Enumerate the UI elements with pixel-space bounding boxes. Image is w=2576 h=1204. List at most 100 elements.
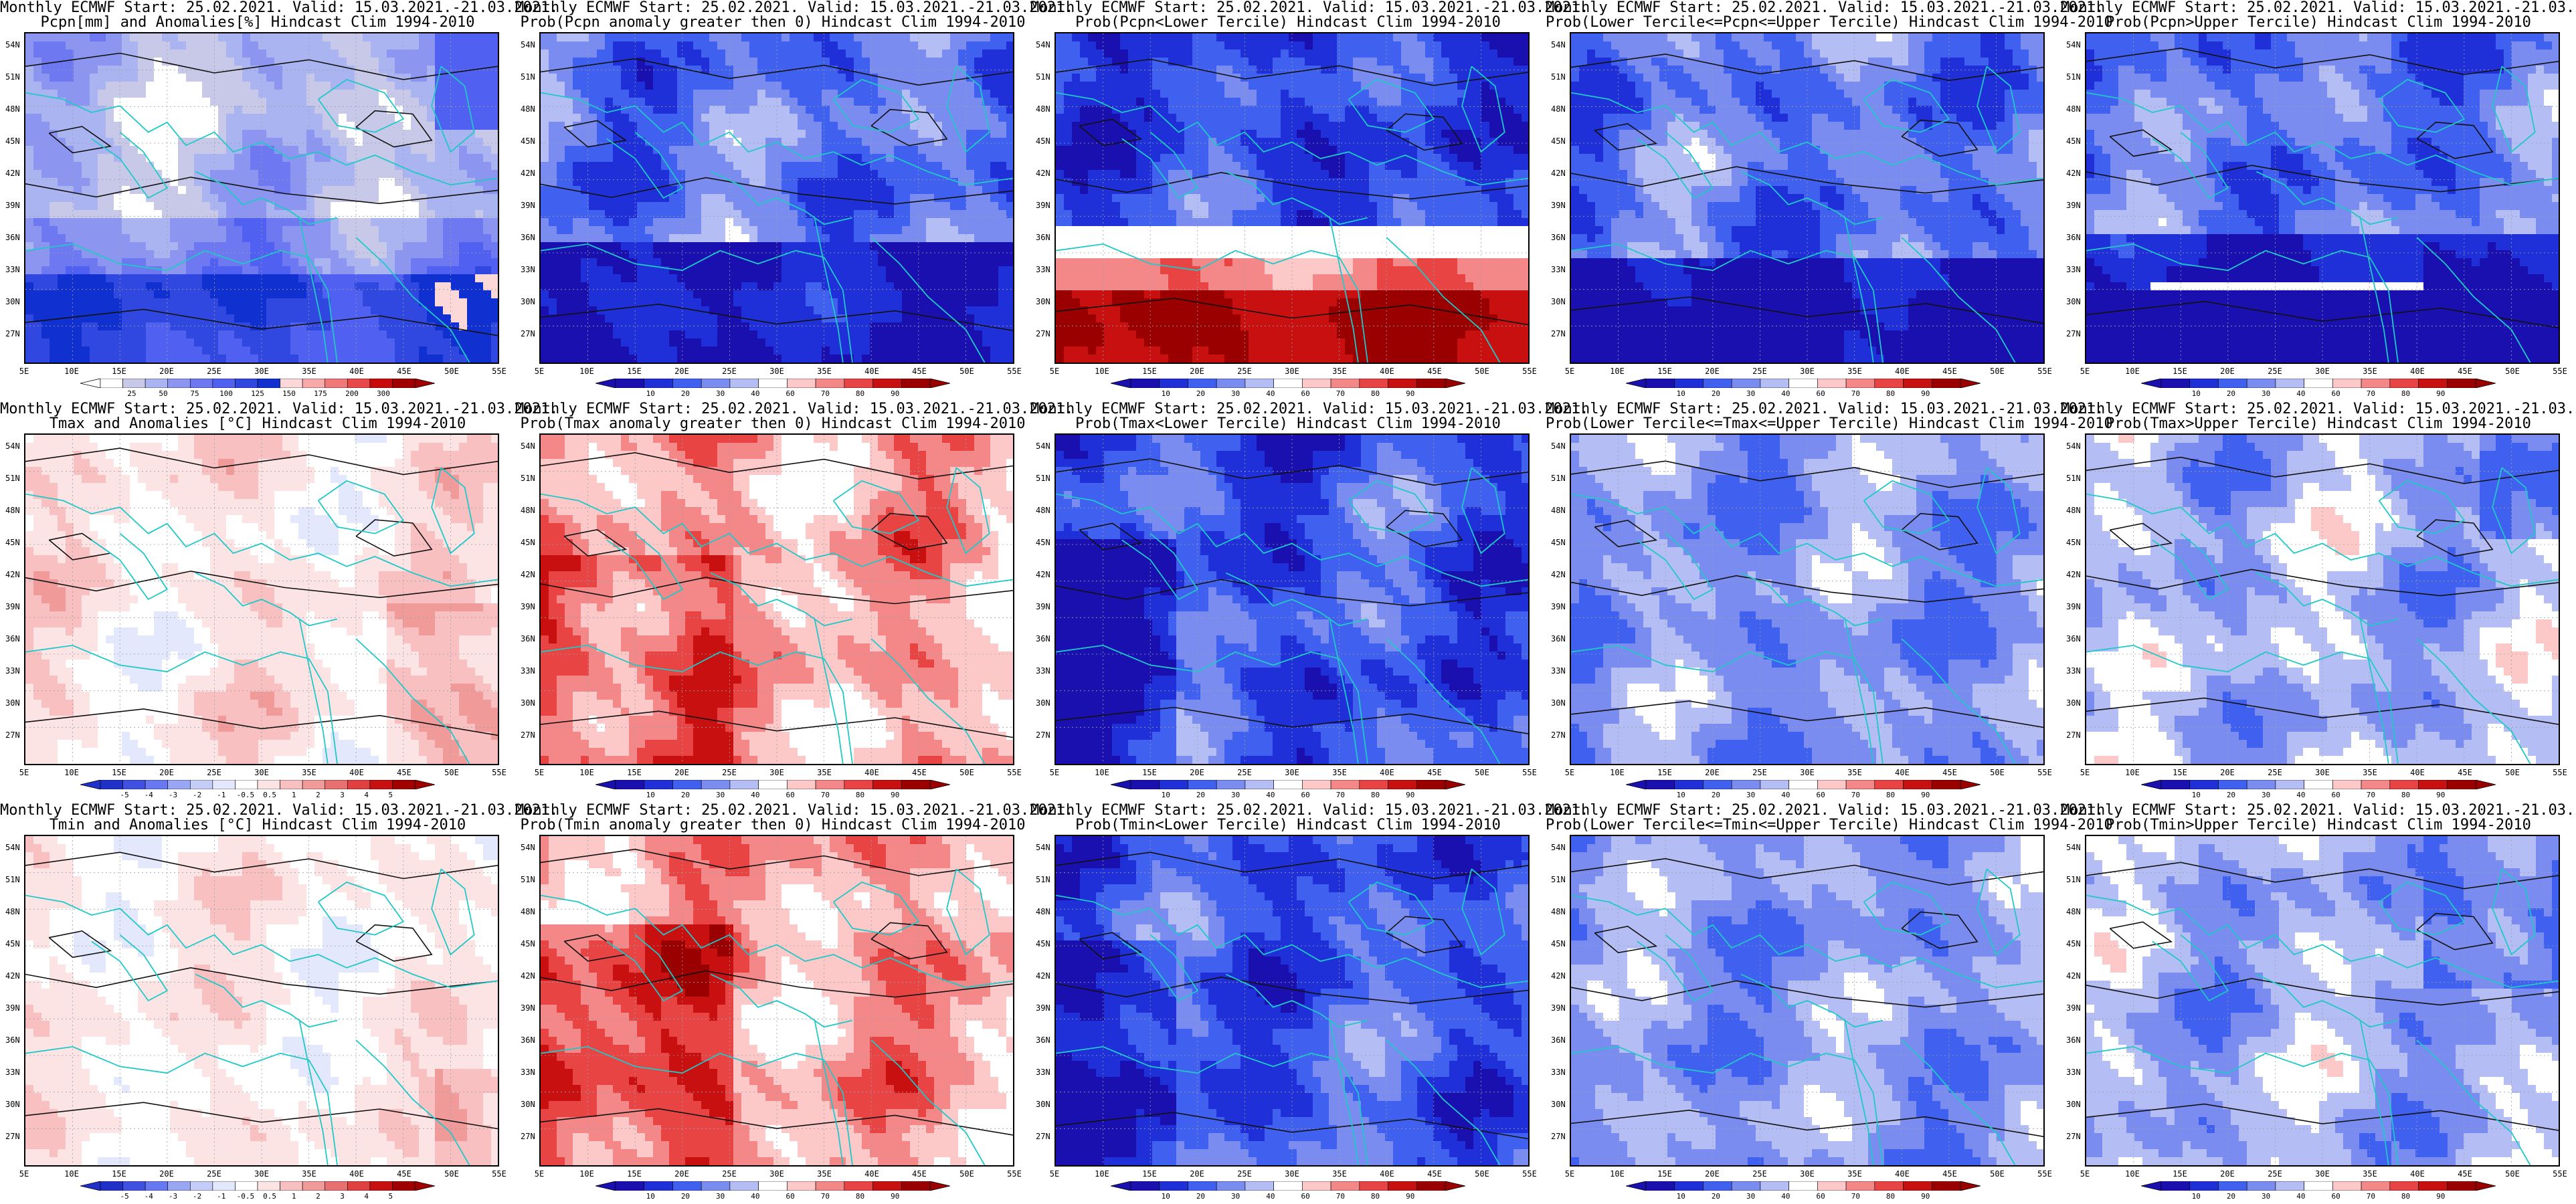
lat-tick-label: 27N bbox=[1036, 730, 1050, 740]
lat-tick-label: 33N bbox=[521, 1068, 535, 1077]
lon-tick-label: 40E bbox=[1380, 768, 1394, 777]
lat-tick-label: 54N bbox=[2066, 843, 2081, 852]
colorbar-label: 70 bbox=[1851, 389, 1860, 398]
lon-tick-label: 55E bbox=[492, 768, 507, 777]
panel-title-line1: Monthly ECMWF Start: 25.02.2021. Valid: … bbox=[0, 0, 558, 15]
colorbar-label: 80 bbox=[1886, 1192, 1895, 1201]
lat-tick-label: 39N bbox=[521, 201, 535, 210]
lat-tick-label: 45N bbox=[2066, 136, 2081, 146]
lat-tick-label: 48N bbox=[1036, 104, 1050, 114]
lat-tick-label: 36N bbox=[521, 634, 535, 643]
lon-tick-label: 40E bbox=[1895, 367, 1910, 376]
lon-tick-label: 50E bbox=[2505, 367, 2520, 376]
lon-tick-label: 55E bbox=[1007, 768, 1022, 777]
lat-tick-label: 42N bbox=[2066, 971, 2081, 981]
lon-tick-label: 55E bbox=[1007, 1169, 1022, 1179]
map-field bbox=[2086, 836, 2559, 1165]
lat-tick-label: 42N bbox=[1551, 570, 1566, 579]
lon-tick-label: 50E bbox=[2505, 1169, 2520, 1179]
lat-tick-label: 33N bbox=[521, 265, 535, 274]
map-field bbox=[1571, 435, 2043, 764]
colorbar-label: 0.5 bbox=[263, 791, 276, 799]
map-panel-p2: Monthly ECMWF Start: 25.02.2021. Valid: … bbox=[515, 0, 1073, 401]
colorbar-swatches bbox=[1111, 379, 1465, 388]
lat-tick-label: 48N bbox=[2066, 104, 2081, 114]
lon-tick-label: 35E bbox=[1847, 367, 1862, 376]
colorbar-label: 40 bbox=[2296, 791, 2305, 799]
map-panel-p6: Monthly ECMWF Start: 25.02.2021. Valid: … bbox=[0, 401, 558, 803]
lon-tick-label: 20E bbox=[1190, 768, 1204, 777]
lon-tick-label: 30E bbox=[254, 367, 269, 376]
colorbar-label: 50 bbox=[159, 389, 167, 398]
lat-tick-label: 27N bbox=[521, 329, 535, 338]
lat-tick-label: 42N bbox=[1036, 570, 1050, 579]
lon-tick-label: 30E bbox=[1800, 768, 1815, 777]
colorbar-label: 80 bbox=[856, 389, 864, 398]
colorbar-label: 10 bbox=[1162, 389, 1170, 398]
lat-tick-label: 30N bbox=[5, 1100, 20, 1109]
colorbar-label: -5 bbox=[120, 1192, 129, 1201]
lon-tick-label: 35E bbox=[817, 768, 832, 777]
colorbar-label: 30 bbox=[716, 389, 725, 398]
colorbar bbox=[80, 379, 435, 388]
colorbar-label: -1 bbox=[217, 1192, 225, 1201]
lat-tick-label: 45N bbox=[5, 136, 20, 146]
panel-title-line2: Prob(Pcpn anomaly greater then 0) Hindca… bbox=[515, 15, 1030, 30]
lat-tick-label: 33N bbox=[2066, 265, 2081, 274]
map-plot bbox=[1570, 835, 2045, 1167]
lon-tick-label: 10E bbox=[579, 768, 594, 777]
lon-tick-label: 45E bbox=[397, 768, 411, 777]
lon-tick-label: 10E bbox=[1095, 768, 1109, 777]
colorbar-swatches bbox=[1111, 1181, 1465, 1191]
colorbar-label: 5 bbox=[389, 1192, 393, 1201]
colorbar-label: 90 bbox=[1406, 791, 1414, 799]
lat-tick-label: 33N bbox=[5, 1068, 20, 1077]
lon-tick-label: 5E bbox=[2080, 768, 2090, 777]
lat-tick-label: 36N bbox=[1036, 634, 1050, 643]
colorbar-label: 20 bbox=[681, 791, 690, 799]
lon-tick-label: 45E bbox=[1427, 1169, 1442, 1179]
colorbar-label: 40 bbox=[2296, 1192, 2305, 1201]
lon-tick-label: 45E bbox=[1942, 768, 1957, 777]
map-plot bbox=[2085, 433, 2560, 765]
colorbar-swatches bbox=[1111, 780, 1465, 789]
lat-tick-label: 42N bbox=[1036, 971, 1050, 981]
lat-tick-label: 30N bbox=[521, 1100, 535, 1109]
lon-tick-label: 35E bbox=[2363, 367, 2377, 376]
lat-tick-label: 42N bbox=[521, 570, 535, 579]
lat-tick-label: 51N bbox=[1036, 72, 1050, 82]
lat-tick-label: 54N bbox=[1551, 843, 1566, 852]
map-panel-p3: Monthly ECMWF Start: 25.02.2021. Valid: … bbox=[1030, 0, 1588, 401]
lat-tick-label: 33N bbox=[5, 666, 20, 676]
map-plot bbox=[24, 835, 499, 1167]
colorbar-label: 90 bbox=[1406, 389, 1414, 398]
lat-tick-label: 42N bbox=[1551, 971, 1566, 981]
colorbar-label: 80 bbox=[856, 1192, 864, 1201]
colorbar-label: 90 bbox=[2436, 389, 2445, 398]
lon-tick-label: 30E bbox=[1800, 367, 1815, 376]
colorbar-label: 20 bbox=[681, 1192, 690, 1201]
colorbar-label: 4 bbox=[364, 791, 369, 799]
colorbar bbox=[1626, 379, 1981, 388]
lat-tick-label: 27N bbox=[1036, 1132, 1050, 1141]
lat-tick-label: 39N bbox=[1551, 201, 1566, 210]
colorbar-label: 60 bbox=[786, 791, 794, 799]
colorbar-label: 70 bbox=[1851, 1192, 1860, 1201]
lat-tick-label: 27N bbox=[521, 1132, 535, 1141]
map-panel-p5: Monthly ECMWF Start: 25.02.2021. Valid: … bbox=[2061, 0, 2576, 401]
map-panel-p8: Monthly ECMWF Start: 25.02.2021. Valid: … bbox=[1030, 401, 1588, 803]
lat-tick-label: 39N bbox=[2066, 1003, 2081, 1013]
lon-tick-label: 10E bbox=[64, 768, 79, 777]
lat-tick-label: 33N bbox=[5, 265, 20, 274]
map-field bbox=[2086, 33, 2559, 363]
colorbar-label: 70 bbox=[1851, 791, 1860, 799]
lat-tick-label: 48N bbox=[1551, 104, 1566, 114]
map-plot bbox=[1570, 32, 2045, 364]
colorbar-label: 20 bbox=[1712, 389, 1720, 398]
lon-tick-label: 50E bbox=[1475, 367, 1489, 376]
colorbar-label: 10 bbox=[2192, 389, 2201, 398]
lon-tick-label: 55E bbox=[2553, 367, 2567, 376]
lon-tick-label: 50E bbox=[1990, 1169, 2005, 1179]
panel-title-line1: Monthly ECMWF Start: 25.02.2021. Valid: … bbox=[1546, 803, 2104, 818]
lat-tick-label: 54N bbox=[5, 441, 20, 451]
